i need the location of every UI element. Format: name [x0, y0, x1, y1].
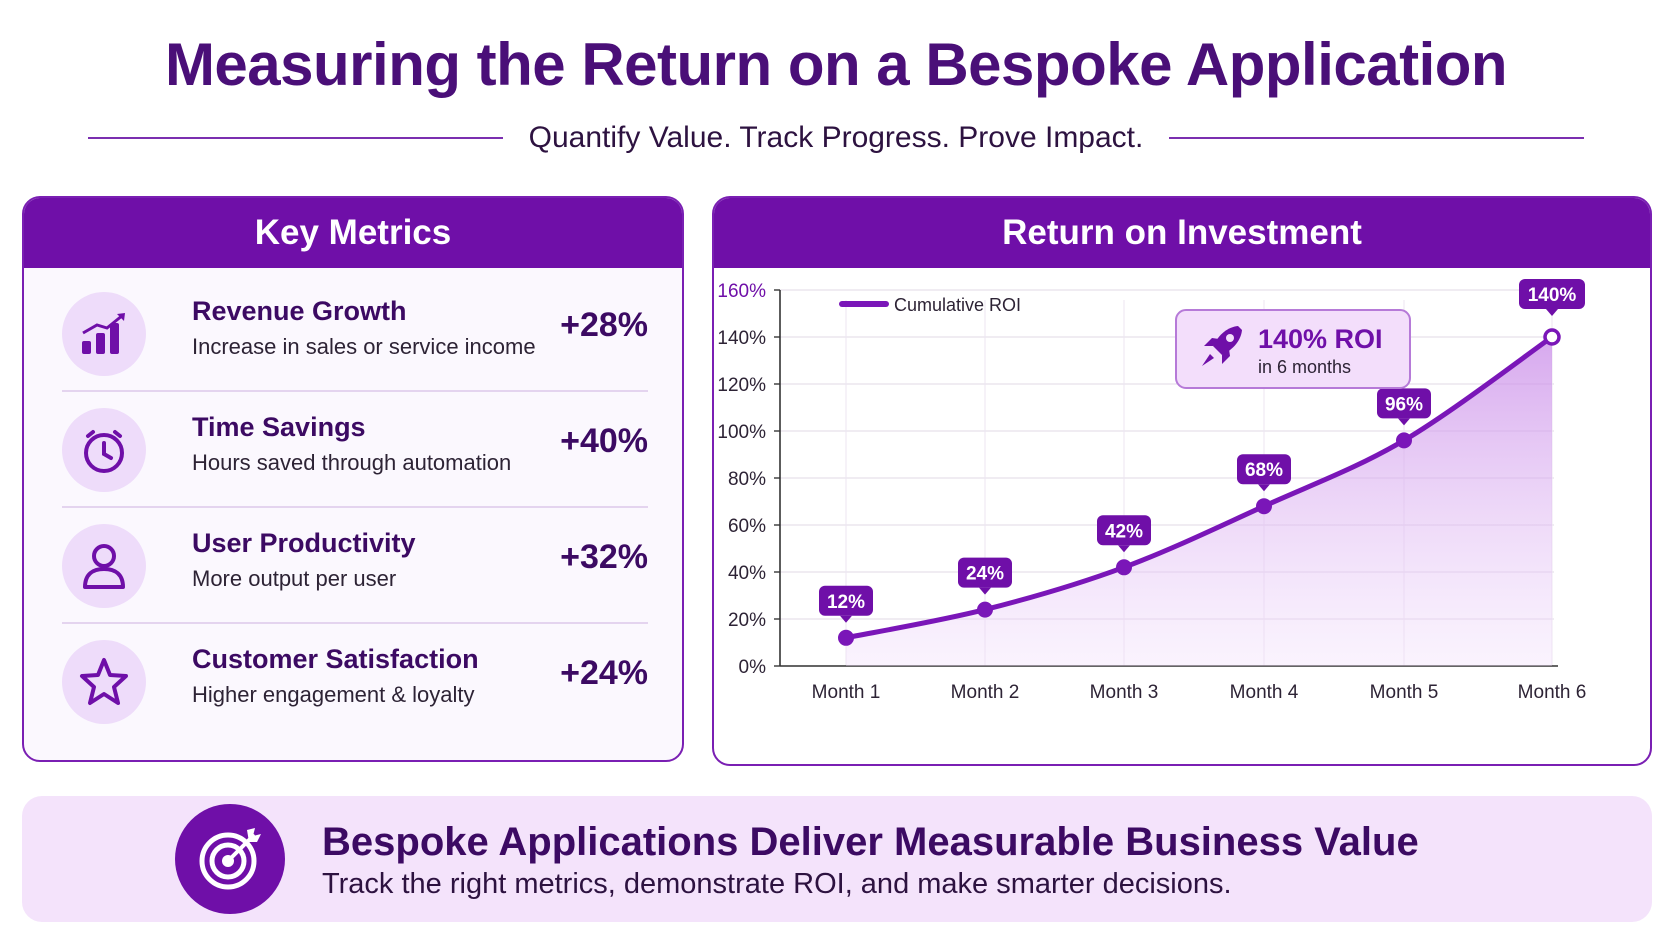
data-label-badge: 140% [1519, 279, 1585, 316]
key-metrics-heading: Key Metrics [24, 198, 682, 268]
data-point [1116, 559, 1132, 576]
data-label: 42% [1105, 521, 1143, 542]
data-label-bg [1097, 515, 1151, 546]
banner-headline: Bespoke Applications Deliver Measurable … [322, 820, 1419, 864]
y-tick-label: 140% [717, 328, 766, 349]
metric-name: Revenue Growth [192, 296, 407, 326]
metric-description: More output per user [192, 566, 397, 591]
y-tick-label: 20% [728, 610, 766, 631]
data-label-badge: 12% [819, 585, 873, 623]
page-title: Measuring the Return on a Bespoke Applic… [164, 31, 1508, 98]
bar-chart-growth-icon [62, 292, 146, 376]
data-label-badge: 24% [958, 557, 1012, 595]
metric-name: Customer Satisfaction [192, 644, 479, 674]
roi-chart: 0% 20% 40% 60% 80% 100% 120% 140% 160% 12% 24% 42% 6… [717, 279, 1587, 703]
subtitle-rule-right [1169, 137, 1585, 139]
rocket-flame [1202, 354, 1214, 366]
x-tick-label: Month 6 [1518, 682, 1587, 703]
data-label: 96% [1385, 394, 1423, 415]
metric-revenue-growth: Revenue Growth Increase in sales or serv… [62, 276, 648, 392]
x-tick-label: Month 4 [1230, 682, 1299, 703]
data-label: 68% [1245, 460, 1283, 481]
data-label-pointer [1258, 484, 1270, 492]
data-point [977, 601, 993, 618]
roi-panel: Return on Investment 0% 20% 40% 60% 80% 100% 1… [712, 196, 1652, 766]
data-label-badge: 68% [1237, 454, 1291, 492]
data-point [1543, 328, 1561, 346]
metric-description: Higher engagement & loyalty [192, 682, 475, 707]
callout-subtext: in 6 months [1258, 357, 1351, 377]
data-label: 24% [966, 564, 1004, 585]
target-icon [175, 804, 285, 914]
data-label: 12% [827, 592, 865, 613]
x-tick-label: Month 3 [1090, 682, 1159, 703]
data-label-pointer [1118, 545, 1130, 553]
legend-label: Cumulative ROI [894, 295, 1021, 315]
y-tick-label: 120% [717, 375, 766, 396]
subtitle-rule-left [88, 137, 503, 139]
metric-divider [62, 622, 648, 624]
metric-value: +40% [560, 422, 648, 460]
data-point [1256, 498, 1272, 515]
y-tick-label: 100% [717, 422, 766, 443]
data-label-bg [1377, 388, 1431, 419]
metric-description: Increase in sales or service income [192, 334, 536, 359]
key-metrics-panel: Key Metrics Revenue Growth Increase in s… [22, 196, 684, 762]
data-label: 140% [1528, 285, 1577, 306]
data-label-bg [819, 585, 873, 616]
metric-name: Time Savings [192, 412, 366, 442]
page-subtitle: Quantify Value. Track Progress. Prove Im… [528, 121, 1144, 154]
data-label-bg [958, 557, 1012, 588]
data-point [838, 629, 854, 646]
metric-description: Hours saved through automation [192, 450, 512, 475]
roi-heading: Return on Investment [714, 198, 1650, 268]
data-label-pointer [1398, 418, 1410, 426]
roi-area-fill [846, 337, 1552, 666]
callout-headline: 140% ROI [1258, 324, 1383, 354]
star-icon [62, 640, 146, 724]
data-label-pointer [979, 587, 991, 595]
metric-divider [62, 390, 648, 392]
roi-callout: 140% ROI in 6 months [1175, 309, 1411, 389]
subtitle-row: Quantify Value. Track Progress. Prove Im… [88, 118, 1585, 158]
rocket-window [1226, 334, 1234, 342]
user-icon [62, 524, 146, 608]
x-tick-label: Month 5 [1370, 682, 1439, 703]
metric-value: +28% [560, 306, 648, 344]
data-label-badge: 96% [1377, 388, 1431, 426]
data-label-bg [1237, 454, 1291, 485]
data-label-pointer [840, 615, 852, 623]
banner-subtext: Track the right metrics, demonstrate ROI… [322, 868, 1232, 900]
x-tick-label: Month 2 [951, 682, 1020, 703]
rocket-icon [1202, 326, 1242, 366]
y-tick-label: 60% [728, 516, 766, 537]
rocket-fins [1204, 338, 1230, 364]
y-tick-label: 40% [728, 563, 766, 584]
y-tick-label: 80% [728, 469, 766, 490]
metric-name: User Productivity [192, 528, 416, 558]
y-tick-label: 160% [717, 281, 766, 302]
metric-value: +32% [560, 538, 648, 576]
metric-user-productivity: User Productivity More output per user +… [62, 508, 648, 624]
x-tick-label: Month 1 [812, 682, 881, 703]
data-label-bg [1519, 279, 1585, 309]
metric-divider [62, 506, 648, 508]
data-label-pointer [1546, 309, 1558, 316]
conclusion-banner: Bespoke Applications Deliver Measurable … [22, 796, 1652, 922]
y-tick-label: 0% [739, 657, 767, 678]
stopwatch-icon [62, 408, 146, 492]
data-point [1396, 432, 1412, 449]
metric-customer-satisfaction: Customer Satisfaction Higher engagement … [62, 624, 648, 740]
data-label-badge: 42% [1097, 515, 1151, 553]
metric-value: +24% [560, 654, 648, 692]
metric-time-savings: Time Savings Hours saved through automat… [62, 392, 648, 508]
